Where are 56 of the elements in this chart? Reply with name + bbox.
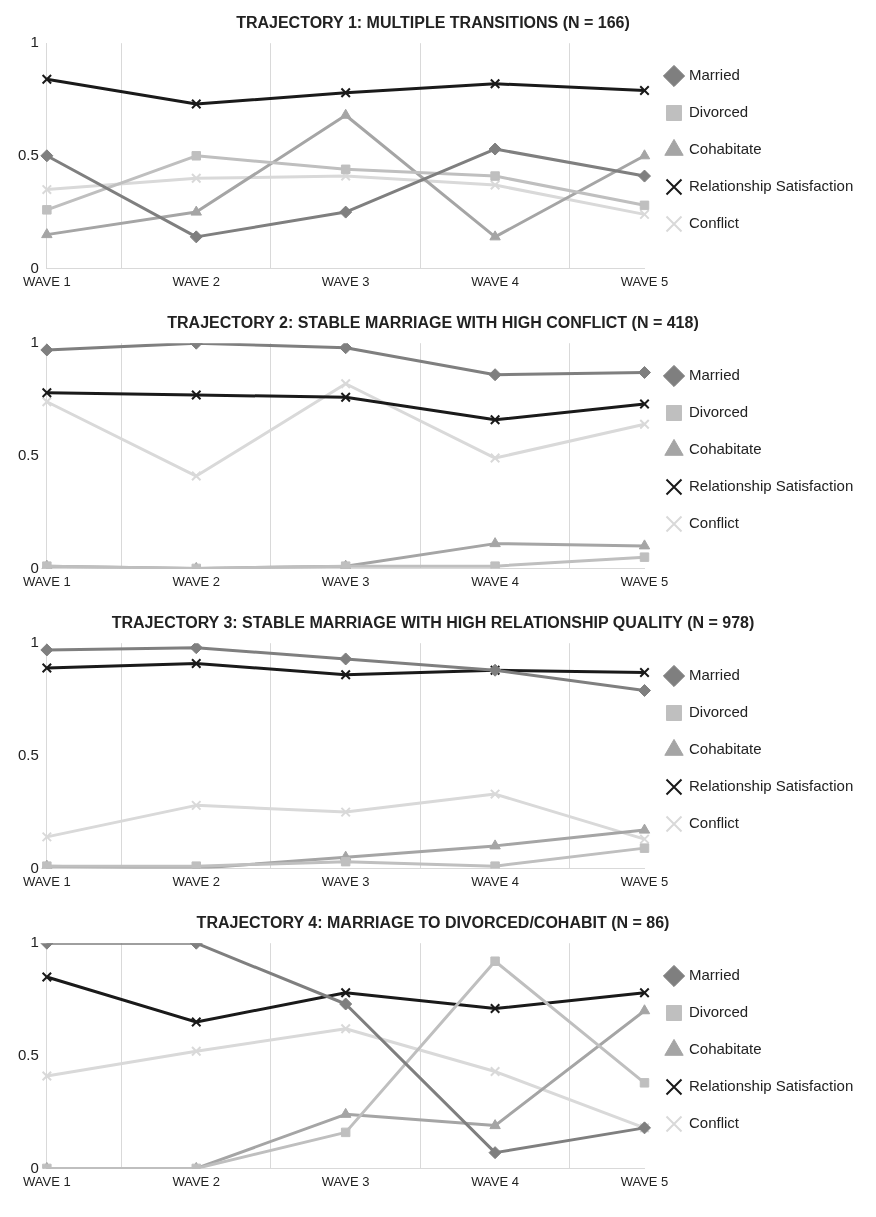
x-tick-label: WAVE 4 xyxy=(471,573,519,589)
legend-label: Divorced xyxy=(689,103,749,121)
x-tick-label: WAVE 2 xyxy=(172,873,221,889)
chart-title: TRAJECTORY 1: MULTIPLE TRANSITIONS (N = 166) xyxy=(236,14,630,32)
legend-label: Married xyxy=(689,666,740,684)
y-tick-label: 0.5 xyxy=(17,445,39,463)
y-tick-label: 1 xyxy=(30,933,39,951)
x-tick-label: WAVE 4 xyxy=(471,1173,519,1189)
y-tick-label: 1 xyxy=(30,33,39,51)
x-tick-label: WAVE 2 xyxy=(172,1173,221,1189)
y-tick-label: 0 xyxy=(30,1158,39,1176)
y-tick-label: 0 xyxy=(30,858,39,876)
y-tick-label: 1 xyxy=(30,633,39,651)
legend-label: Relationship Satisfaction xyxy=(689,177,854,195)
legend-label: Cohabitate xyxy=(689,740,762,758)
legend-label: Relationship Satisfaction xyxy=(689,1077,854,1095)
x-tick-label: WAVE 3 xyxy=(321,273,370,289)
legend-label: Divorced xyxy=(689,703,749,721)
legend-label: Relationship Satisfaction xyxy=(689,777,854,795)
x-tick-label: WAVE 2 xyxy=(172,273,221,289)
x-tick-label: WAVE 1 xyxy=(23,273,71,289)
chart-title: TRAJECTORY 3: STABLE MARRIAGE WITH HIGH RELATIONSHIP QUALITY (N = 978) xyxy=(111,614,755,632)
x-tick-label: WAVE 4 xyxy=(471,273,519,289)
legend-label: Cohabitate xyxy=(689,440,762,458)
legend-label: Cohabitate xyxy=(689,140,762,158)
x-tick-label: WAVE 1 xyxy=(23,873,71,889)
x-tick-label: WAVE 5 xyxy=(620,873,669,889)
x-tick-label: WAVE 5 xyxy=(620,273,669,289)
legend-label: Relationship Satisfaction xyxy=(689,477,854,495)
legend-label: Married xyxy=(689,366,740,384)
legend-label: Cohabitate xyxy=(689,1040,762,1058)
chart-title: TRAJECTORY 2: STABLE MARRIAGE WITH HIGH CONFLICT (N = 418) xyxy=(167,314,699,332)
x-tick-label: WAVE 4 xyxy=(471,873,519,889)
x-tick-label: WAVE 3 xyxy=(321,1173,370,1189)
x-tick-label: WAVE 1 xyxy=(23,1173,71,1189)
y-tick-label: 0 xyxy=(30,558,39,576)
y-tick-label: 0.5 xyxy=(17,745,39,763)
y-tick-label: 0.5 xyxy=(17,145,39,163)
legend-label: Divorced xyxy=(689,403,749,421)
legend-label: Conflict xyxy=(689,214,740,232)
y-tick-label: 1 xyxy=(30,333,39,351)
x-tick-label: WAVE 3 xyxy=(321,573,370,589)
legend-label: Conflict xyxy=(689,1114,740,1132)
y-tick-label: 0.5 xyxy=(17,1045,39,1063)
legend-label: Conflict xyxy=(689,814,740,832)
x-tick-label: WAVE 5 xyxy=(620,573,669,589)
x-tick-label: WAVE 2 xyxy=(172,573,221,589)
legend-label: Divorced xyxy=(689,1003,749,1021)
x-tick-label: WAVE 1 xyxy=(23,573,71,589)
x-tick-label: WAVE 3 xyxy=(321,873,370,889)
x-tick-label: WAVE 5 xyxy=(620,1173,669,1189)
legend-label: Married xyxy=(689,966,740,984)
chart-title: TRAJECTORY 4: MARRIAGE TO DIVORCED/COHABIT (N = 86) xyxy=(196,914,670,932)
legend-label: Married xyxy=(689,66,740,84)
y-tick-label: 0 xyxy=(30,258,39,276)
legend-label: Conflict xyxy=(689,514,740,532)
